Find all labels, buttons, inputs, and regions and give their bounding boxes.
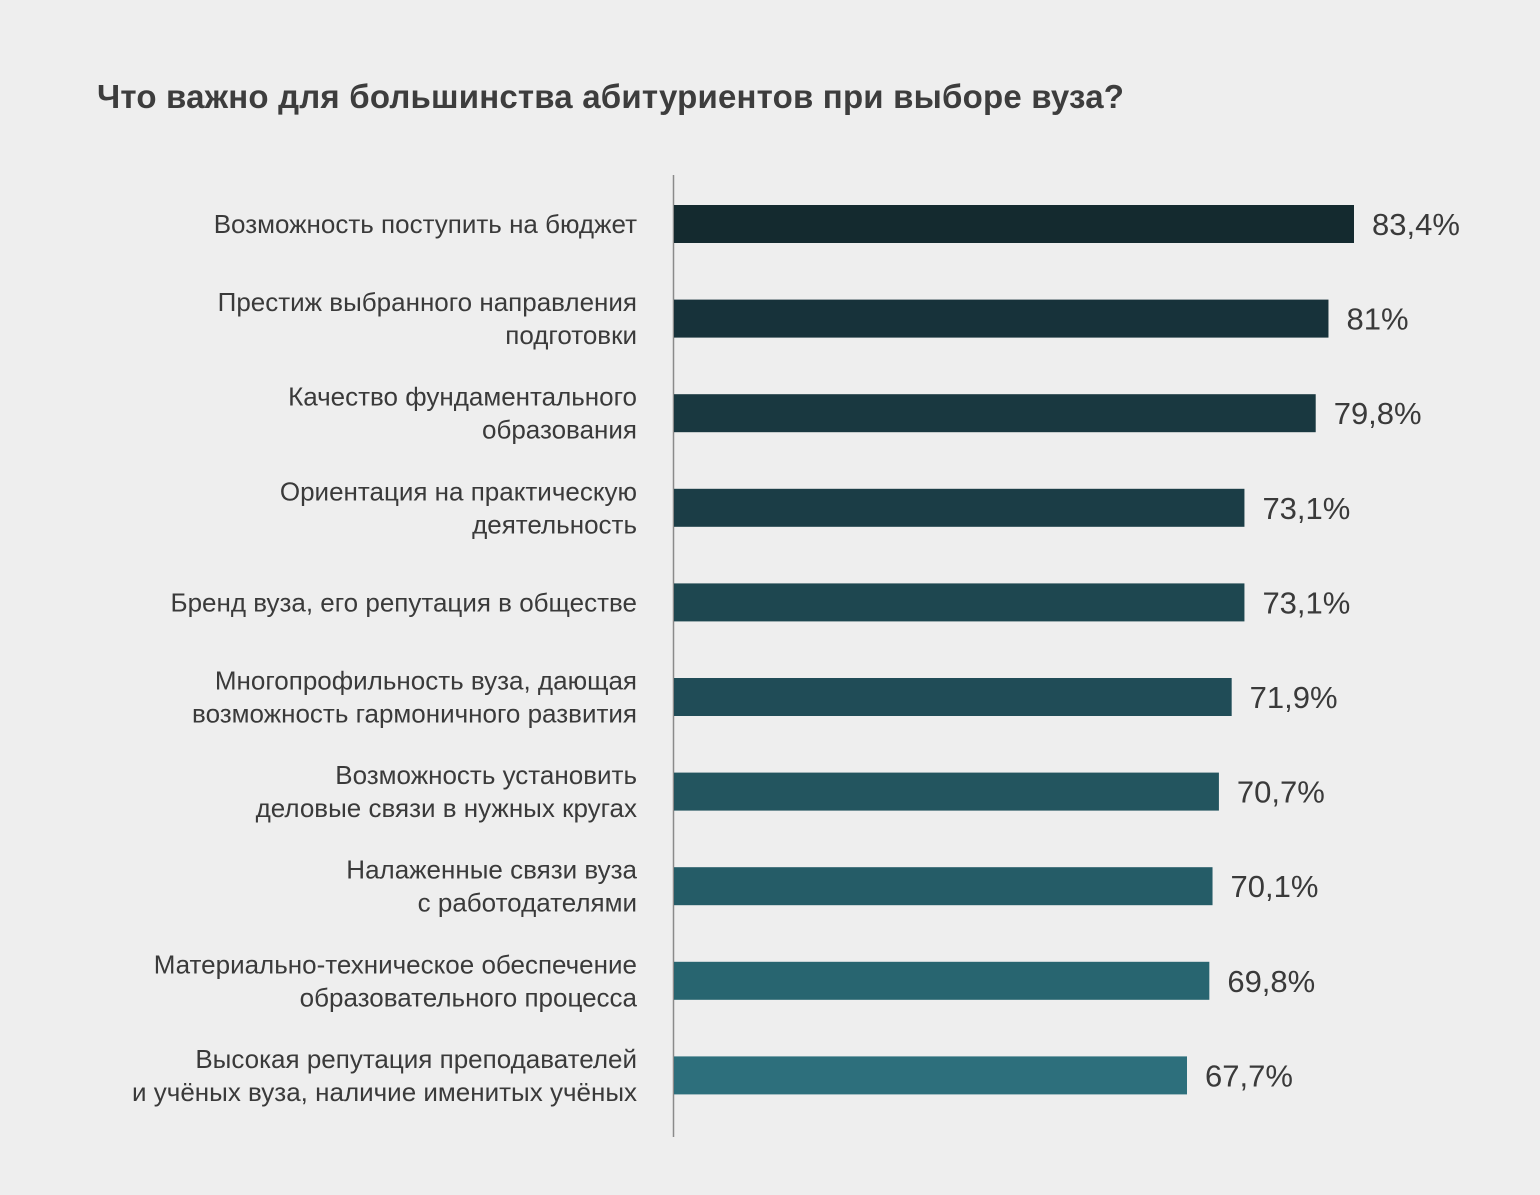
category-label-line: образования (482, 415, 637, 445)
category-label-5: Бренд вуза, его репутация в обществе (171, 587, 638, 617)
category-label-2: Престиж выбранного направления подготовки (218, 287, 637, 350)
category-label-10: Высокая репутация преподавателей и учёных… (132, 1044, 637, 1107)
category-label-8: Налаженные связи вуза с работодателями (346, 855, 637, 918)
category-label-7: Возможность установить деловые связи в ну… (256, 760, 637, 823)
value-label-8: 70,1% (1231, 869, 1319, 904)
category-label-line: Материально-техническое обеспечение (154, 949, 637, 979)
category-label-line: Возможность установить (335, 760, 637, 790)
bar-7 (674, 772, 1219, 811)
value-label-1: 83,4% (1372, 207, 1460, 242)
category-label-3: Качество фундаментального образования (288, 382, 637, 445)
category-label-line: Высокая репутация преподавателей (195, 1044, 637, 1074)
value-label-4: 73,1% (1262, 491, 1350, 526)
value-label-2: 81% (1346, 302, 1408, 337)
category-label-line: и учёных вуза, наличие именитых учёных (132, 1077, 637, 1107)
category-label-line: Возможность поступить на бюджет (214, 209, 637, 239)
category-label-line: образовательного процесса (300, 982, 638, 1012)
bar-1 (674, 205, 1354, 243)
category-label-9: Материально-техническое обеспечение образ… (154, 949, 638, 1012)
value-label-10: 67,7% (1205, 1058, 1293, 1093)
value-labels: 83,4% 81% 79,8% 73,1% 73,1% 71,9% 70,7% 70,1% 69… (1205, 207, 1460, 1093)
category-label-4: Ориентация на практическую деятельность (280, 476, 637, 539)
category-label-line: возможность гармоничного развития (192, 699, 637, 729)
category-label-line: Качество фундаментального (288, 382, 637, 412)
value-label-3: 79,8% (1334, 396, 1422, 431)
category-label-1: Возможность поступить на бюджет (214, 209, 637, 239)
bar-9 (674, 961, 1210, 1000)
bar-4 (674, 488, 1245, 527)
category-label-line: деятельность (472, 509, 637, 539)
category-label-line: Бренд вуза, его репутация в обществе (171, 587, 638, 617)
category-label-6: Многопрофильность вуза, дающая возможност… (192, 666, 637, 729)
value-label-6: 71,9% (1250, 680, 1338, 715)
category-label-line: деловые связи в нужных кругах (256, 793, 637, 823)
category-label-line: подготовки (505, 320, 637, 350)
value-label-7: 70,7% (1237, 775, 1325, 810)
bar-10 (674, 1056, 1187, 1095)
value-label-9: 69,8% (1227, 964, 1315, 999)
bar-5 (674, 583, 1245, 622)
bar-3 (674, 394, 1316, 433)
chart-title: Что важно для большинства абитуриентов п… (97, 78, 1125, 115)
bars-layer (674, 205, 1354, 1095)
category-labels: Возможность поступить на бюджет Престиж в… (132, 209, 638, 1107)
value-label-5: 73,1% (1262, 585, 1350, 620)
category-label-line: Престиж выбранного направления (218, 287, 637, 317)
category-label-line: Ориентация на практическую (280, 476, 637, 506)
bar-6 (674, 678, 1232, 716)
category-label-line: Налаженные связи вуза (346, 855, 637, 885)
category-label-line: с работодателями (418, 888, 637, 918)
bar-2 (674, 299, 1329, 338)
category-label-line: Многопрофильность вуза, дающая (215, 666, 637, 696)
bar-8 (674, 867, 1213, 906)
